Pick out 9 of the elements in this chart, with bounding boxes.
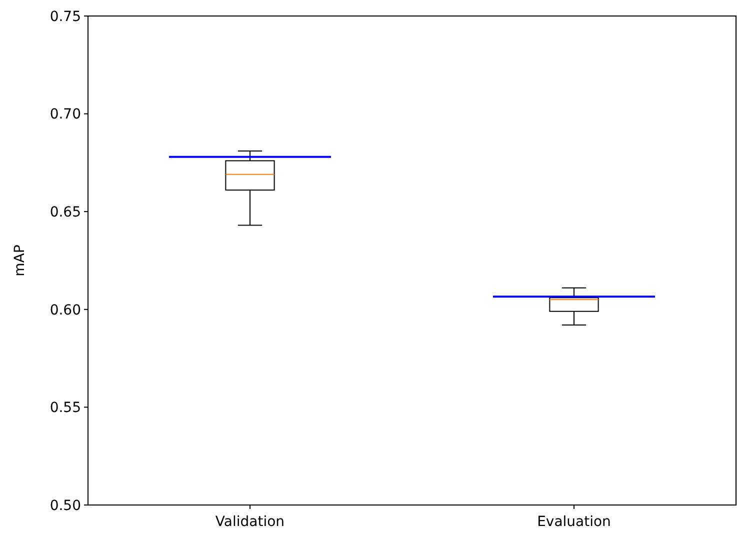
y-tick-label: 0.65 <box>50 204 81 220</box>
y-axis-title: mAP <box>12 244 28 276</box>
x-tick-label: Evaluation <box>537 514 611 530</box>
y-tick-label: 0.50 <box>50 498 81 514</box>
y-tick-label: 0.70 <box>50 106 81 123</box>
x-tick-label: Validation <box>215 514 285 530</box>
y-tick-label: 0.55 <box>50 400 81 416</box>
y-tick-label: 0.60 <box>50 302 81 318</box>
y-tick-label: 0.75 <box>50 8 81 25</box>
